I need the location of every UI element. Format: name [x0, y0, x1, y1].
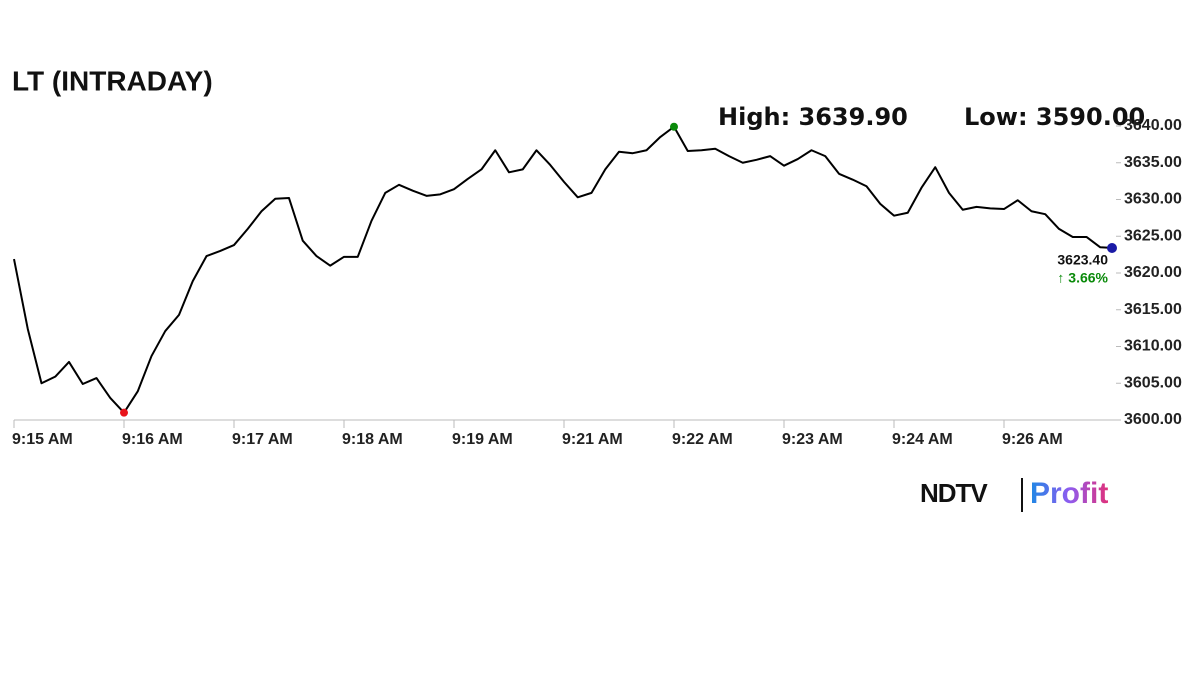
x-tick-label: 9:18 AM [342, 431, 403, 448]
price-line [13, 125, 1115, 414]
high-marker [670, 122, 678, 131]
x-tick-label: 9:21 AM [562, 431, 623, 448]
y-tick-label: 3600.00 [1124, 411, 1182, 428]
chart-title: LT (INTRADAY) [12, 65, 213, 96]
y-tick-label: 3605.00 [1124, 374, 1182, 391]
y-tick-label: 3630.00 [1124, 191, 1182, 208]
y-tick-label: 3620.00 [1124, 264, 1182, 281]
low-label: Low: 3590.00 [964, 103, 1145, 131]
x-tick-label: 9:22 AM [672, 431, 733, 448]
y-tick-label: 3625.00 [1124, 227, 1182, 244]
last-marker [1107, 243, 1117, 254]
x-tick-label: 9:26 AM [1002, 431, 1063, 448]
x-tick-label: 9:16 AM [122, 431, 183, 448]
y-tick-label: 3615.00 [1124, 301, 1182, 318]
last-value-label: 3623.40 [1057, 252, 1108, 268]
x-tick-label: 9:24 AM [892, 431, 953, 448]
brand-profit: Profit [1030, 477, 1108, 510]
x-tick-label: 9:23 AM [782, 431, 843, 448]
y-tick-label: 3610.00 [1124, 338, 1182, 355]
y-tick-label: 3640.00 [1124, 117, 1182, 134]
x-tick-label: 9:17 AM [232, 431, 293, 448]
y-tick-label: 3635.00 [1124, 154, 1182, 171]
x-tick-label: 9:19 AM [452, 431, 513, 448]
high-label: High: 3639.90 [718, 103, 908, 131]
low-marker [120, 408, 128, 417]
x-tick-label: 9:15 AM [12, 431, 73, 448]
change-label: ↑ 3.66% [1057, 270, 1108, 286]
brand-ndtv: NDTV [920, 478, 988, 508]
